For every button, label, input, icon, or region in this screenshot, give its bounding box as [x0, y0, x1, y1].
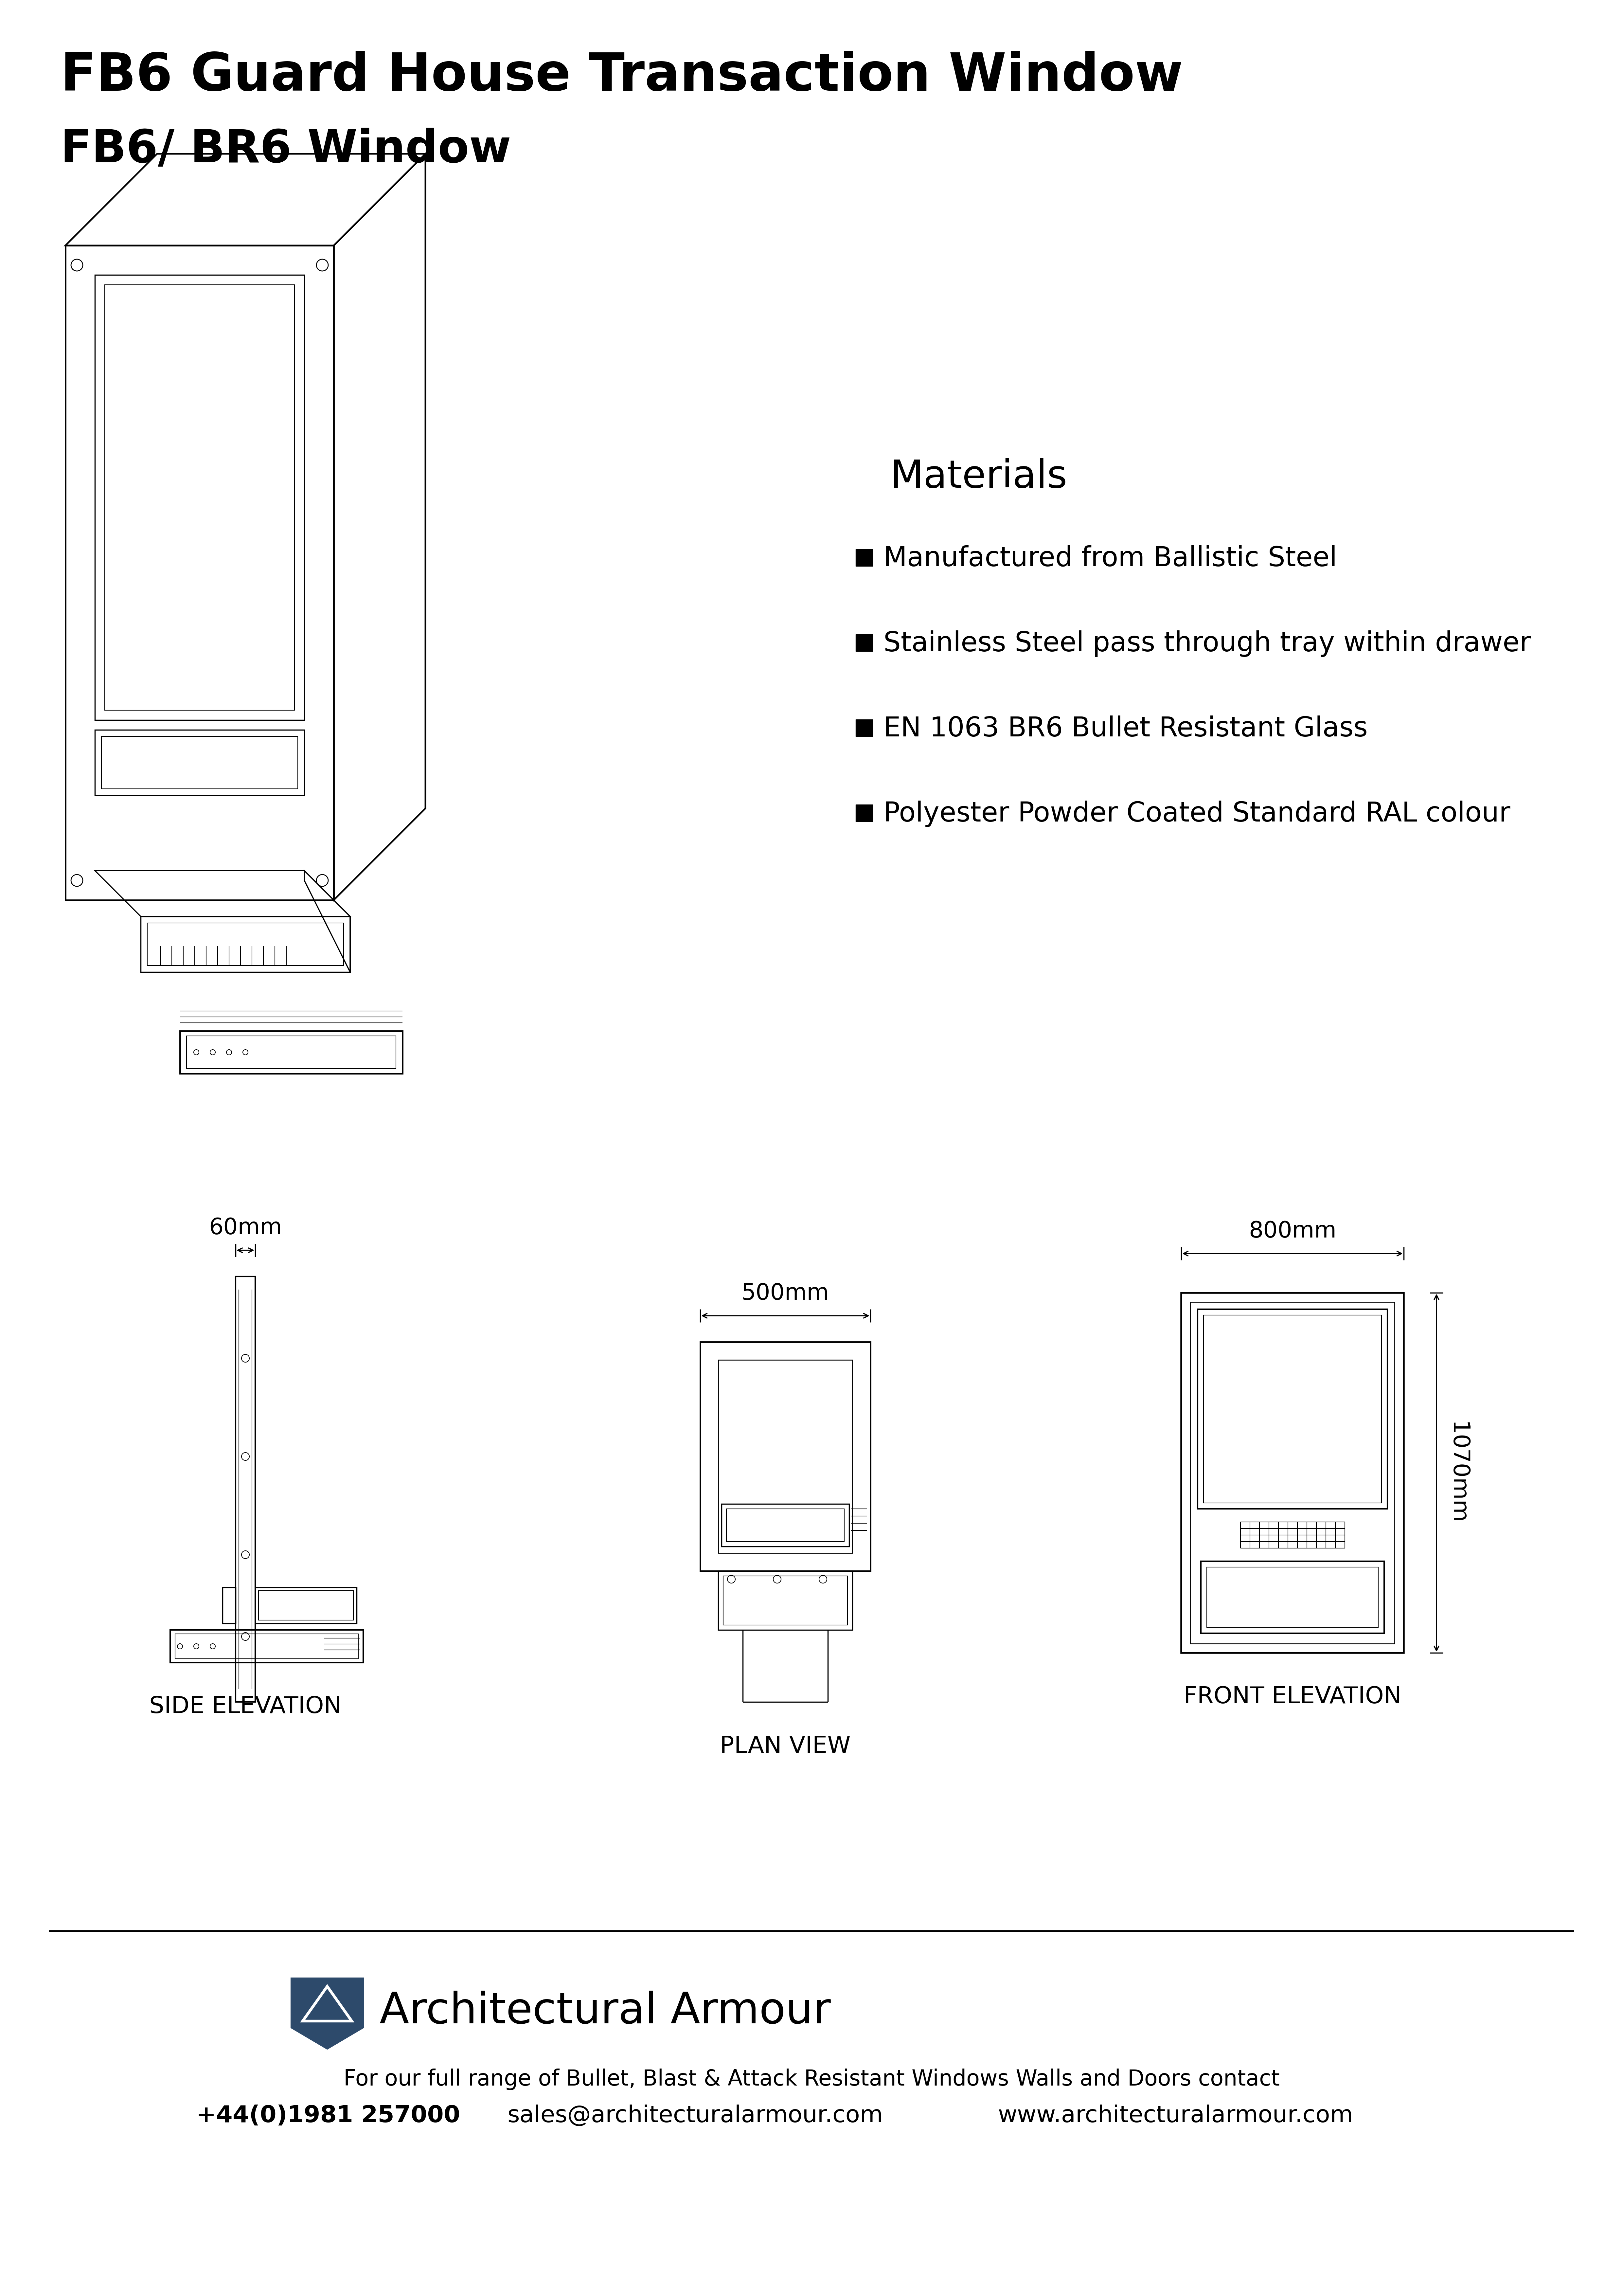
Bar [724, 1575, 847, 1626]
Bar [855, 549, 873, 567]
Text: FRONT ELEVATION: FRONT ELEVATION [1183, 1685, 1401, 1708]
Bar [1198, 1309, 1388, 1508]
Bar [255, 1587, 357, 1623]
Bar [258, 1591, 354, 1621]
Bar [722, 1504, 849, 1548]
Text: 800mm: 800mm [1248, 1219, 1336, 1242]
Bar [170, 1630, 364, 1662]
Bar [105, 285, 294, 709]
Bar [855, 719, 873, 737]
Bar [180, 1031, 403, 1075]
Text: FB6 Guard House Transaction Window: FB6 Guard House Transaction Window [60, 51, 1183, 101]
Polygon shape [291, 1979, 364, 2048]
Bar [719, 1359, 852, 1552]
Text: Polyester Powder Coated Standard RAL colour: Polyester Powder Coated Standard RAL col… [883, 801, 1511, 827]
Text: 1070mm: 1070mm [1446, 1421, 1469, 1525]
Bar [94, 730, 305, 794]
Text: Materials: Materials [889, 459, 1068, 496]
Bar [855, 634, 873, 652]
Text: www.architecturalarmour.com: www.architecturalarmour.com [998, 2105, 1354, 2126]
Text: Architectural Armour: Architectural Armour [380, 1991, 831, 2032]
Bar [235, 1277, 255, 1701]
Text: FB6/ BR6 Window: FB6/ BR6 Window [60, 129, 511, 172]
Bar [222, 1587, 235, 1623]
Bar [1201, 1561, 1384, 1632]
Bar [175, 1635, 359, 1658]
Bar [94, 276, 305, 721]
Bar [700, 1341, 870, 1570]
Text: sales@architecturalarmour.com: sales@architecturalarmour.com [506, 2105, 883, 2126]
Bar [101, 737, 297, 790]
Bar [1182, 1293, 1404, 1653]
Bar [727, 1508, 844, 1541]
Text: EN 1063 BR6 Bullet Resistant Glass: EN 1063 BR6 Bullet Resistant Glass [883, 716, 1368, 742]
Text: For our full range of Bullet, Blast & Attack Resistant Windows Walls and Doors c: For our full range of Bullet, Blast & At… [344, 2069, 1279, 2089]
Text: Stainless Steel pass through tray within drawer: Stainless Steel pass through tray within… [883, 629, 1530, 657]
Bar [1190, 1302, 1394, 1644]
Bar [1208, 1568, 1378, 1628]
Text: SIDE ELEVATION: SIDE ELEVATION [149, 1694, 341, 1717]
Text: +44(0)1981 257000: +44(0)1981 257000 [196, 2105, 461, 2126]
Text: 60mm: 60mm [209, 1217, 282, 1240]
Bar [855, 804, 873, 822]
Bar [1204, 1316, 1381, 1504]
Bar [719, 1570, 852, 1630]
Text: 500mm: 500mm [742, 1283, 829, 1304]
Text: PLAN VIEW: PLAN VIEW [721, 1736, 850, 1756]
Text: Manufactured from Ballistic Steel: Manufactured from Ballistic Steel [883, 544, 1337, 572]
Bar [65, 246, 334, 900]
Bar [187, 1035, 396, 1068]
